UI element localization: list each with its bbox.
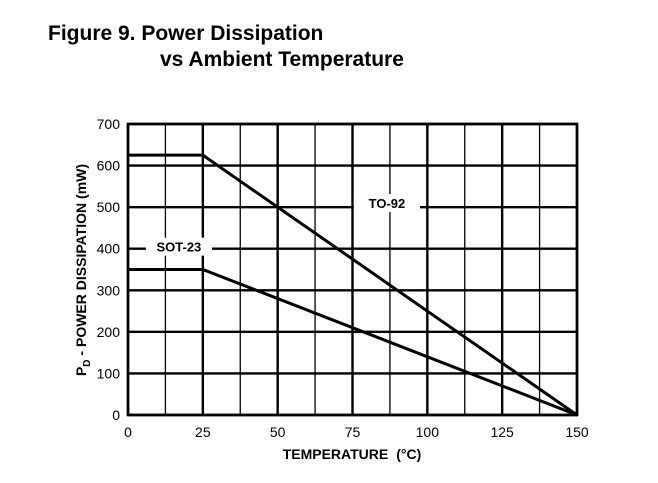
y-tick-label: 400	[97, 241, 121, 257]
x-tick-label: 125	[490, 424, 514, 440]
x-tick-label: 100	[416, 424, 440, 440]
y-tick-label: 600	[97, 158, 121, 174]
y-tick-label: 200	[97, 324, 121, 340]
figure-title-line-1: Figure 9. Power Dissipation	[48, 22, 323, 45]
y-axis-label: PD - POWER DISSIPATION (mW)	[73, 164, 93, 376]
x-tick-label: 0	[124, 424, 132, 440]
y-tick-label: 100	[97, 365, 121, 381]
x-tick-label: 25	[195, 424, 211, 440]
x-tick-label: 75	[345, 424, 361, 440]
series-label-to-92: TO-92	[369, 196, 406, 211]
series-label-bg-sot-23	[145, 237, 212, 256]
x-tick-label: 150	[565, 424, 589, 440]
y-tick-label: 500	[97, 199, 121, 215]
y-tick-label: 300	[97, 282, 121, 298]
series-label-bg-to-92	[353, 193, 420, 212]
series-line-sot-23	[128, 268, 578, 417]
series-label-sot-23: SOT-23	[156, 240, 201, 255]
figure-title-line-2: vs Ambient Temperature	[160, 48, 404, 71]
y-tick-label: 0	[112, 407, 120, 423]
grid	[126, 122, 579, 417]
data-series: TO-92 SOT-23	[128, 153, 578, 417]
x-tick-label: 50	[270, 424, 286, 440]
y-tick-label: 700	[97, 116, 121, 132]
series-line-to-92	[128, 153, 578, 417]
tick-labels: 0 25 50 75 100 125 150 0 100 200 300 400 500 600 700	[97, 116, 589, 440]
x-axis-label: TEMPERATURE (°C)	[283, 446, 422, 462]
x-axis-unit: (°C)	[396, 446, 421, 462]
